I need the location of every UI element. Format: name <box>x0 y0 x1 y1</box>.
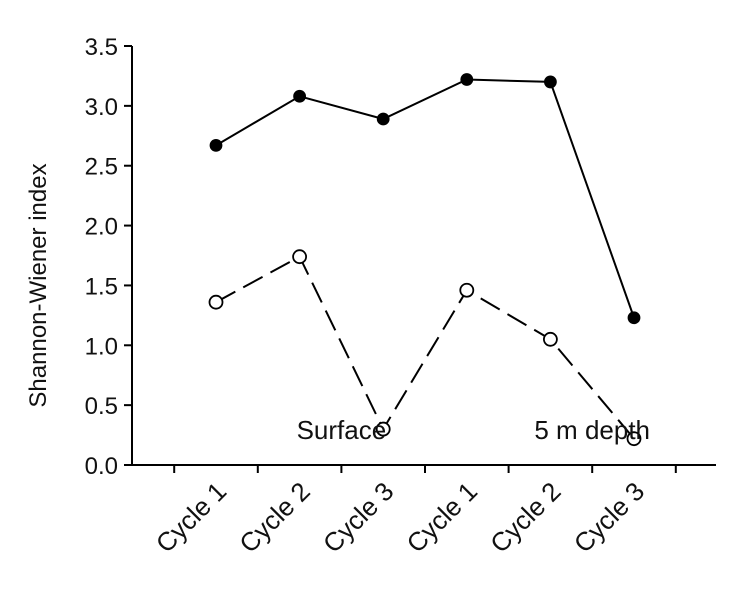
x-ticks: Cycle 1 Cycle 2 Cycle 3 Cycle 1 Cycle 2 Cycle… <box>150 465 677 559</box>
data-point <box>375 421 391 437</box>
data-point <box>544 75 557 89</box>
y-tick-label: 3.5 <box>85 34 118 61</box>
data-point <box>376 112 390 126</box>
y-ticks: 0.0 0.5 1.0 1.5 2.0 2.5 3.0 3.5 <box>85 34 132 480</box>
data-point <box>627 311 641 325</box>
y-tick-label: 1.0 <box>85 333 118 360</box>
data-point <box>626 431 642 447</box>
annotations: Surface 5 m depth <box>297 415 650 445</box>
series-2 <box>208 249 642 447</box>
series-line <box>215 255 635 440</box>
y-tick-label: 0.5 <box>85 393 118 420</box>
data-point <box>460 73 474 86</box>
axes <box>131 46 716 466</box>
data-point <box>208 294 224 310</box>
y-tick-label: 2.5 <box>85 154 118 181</box>
annotation-label: 5 m depth <box>534 415 650 445</box>
x-category-label: Cycle 1 <box>401 476 484 559</box>
data-point <box>293 89 307 103</box>
annotation-label: Surface <box>297 415 387 445</box>
data-point <box>209 138 223 152</box>
x-category-label: Cycle 2 <box>484 476 567 559</box>
x-category-label: Cycle 1 <box>150 476 233 559</box>
y-tick-label: 3.0 <box>85 94 118 121</box>
y-axis-title: Shannon-Wiener index <box>25 163 52 407</box>
x-category-label: Cycle 3 <box>568 476 651 559</box>
y-tick-label: 2.0 <box>85 214 118 241</box>
y-tick-label: 0.0 <box>85 453 118 480</box>
series-layer <box>208 73 642 447</box>
x-category-label: Cycle 2 <box>233 476 316 559</box>
series-1 <box>209 73 641 325</box>
series-line <box>215 78 635 319</box>
data-point <box>543 331 558 347</box>
data-point <box>459 282 475 298</box>
data-point <box>292 249 308 265</box>
x-category-label: Cycle 3 <box>317 476 400 559</box>
y-tick-label: 1.5 <box>85 273 118 300</box>
